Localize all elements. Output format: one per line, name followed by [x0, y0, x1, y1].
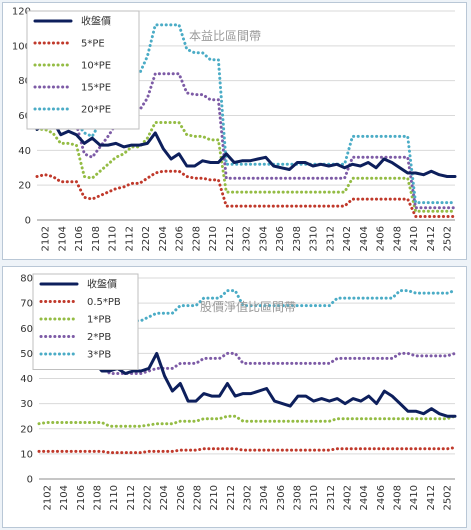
pb-legend-label: 收盤價 [87, 278, 117, 291]
pe-x-tick-label: 2306 [275, 226, 286, 251]
pe-y-tick-label: 0 [25, 216, 31, 227]
pb-x-tick-label: 2112 [126, 485, 137, 510]
pe-x-tick-label: 2404 [359, 226, 370, 251]
pb-x-tick-label: 2204 [159, 485, 170, 510]
pb-x-tick-label: 2110 [109, 485, 120, 510]
pb-x-tick-label: 2312 [326, 485, 337, 510]
pe-series-line-0 [35, 119, 457, 178]
pe-series-line-1 [35, 169, 457, 218]
pb-x-tick-label: 2402 [343, 485, 354, 510]
pe-y-tick-label: 120 [12, 7, 31, 18]
pe-x-tick-label: 2208 [191, 226, 202, 251]
pe-x-tick-label: 2108 [91, 226, 102, 251]
pe-x-tick-label: 2106 [74, 226, 85, 251]
pb-series-line-0 [37, 334, 457, 418]
pe-x-tick-label: 2304 [258, 226, 269, 251]
pe-series-line-3 [35, 72, 457, 210]
pb-x-tick-label: 2104 [59, 485, 70, 510]
pb-x-tick-label: 2208 [193, 485, 204, 510]
pe-x-tick-label: 2502 [443, 226, 454, 251]
pb-x-tick-label: 2410 [409, 485, 420, 510]
pe-y-tick-label: 60 [18, 111, 31, 122]
pb-band-chart: 0 10 20 30 40 50 60 70 80 2102 2104 2106 2108 2110 211… [20, 273, 457, 510]
pe-legend-label: 20*PE [81, 105, 111, 116]
pe-x-tick-label: 2302 [242, 226, 253, 251]
pb-legend-label: 0.5*PB [87, 297, 121, 308]
pe-legend-label: 收盤價 [81, 15, 111, 28]
pe-x-tick-label: 2412 [426, 226, 437, 251]
pb-x-tick-label: 2210 [209, 485, 220, 510]
pb-y-tick-label: 80 [20, 274, 33, 285]
pe-band-chart-panel: 0 20 40 60 80 100 120 2102 2104 2106 2108 2110 2112 2… [2, 2, 467, 260]
pb-y-tick-label: 30 [20, 399, 33, 410]
pb-x-tick-label: 2106 [76, 485, 87, 510]
pe-x-tick-label: 2312 [325, 226, 336, 251]
pe-x-tick-label: 2212 [225, 226, 236, 251]
pb-y-tick-label: 70 [20, 299, 33, 310]
pb-x-tick-label: 2412 [426, 485, 437, 510]
pb-y-tick-label: 40 [20, 374, 33, 385]
pb-series-line-4 [37, 289, 457, 323]
pb-x-tick-label: 2306 [276, 485, 287, 510]
pb-x-tick-label: 2404 [359, 485, 370, 510]
pb-x-tick-label: 2308 [293, 485, 304, 510]
pb-legend-label: 2*PB [87, 332, 111, 343]
pb-x-tick-label: 2310 [309, 485, 320, 510]
pe-legend-label: 5*PE [81, 39, 105, 50]
pe-x-tick-label: 2210 [208, 226, 219, 251]
pe-x-tick-label: 2110 [108, 226, 119, 251]
pb-x-tick-label: 2406 [376, 485, 387, 510]
pb-x-tick-label: 2304 [259, 485, 270, 510]
pb-legend-label: 3*PB [87, 350, 111, 361]
pb-legend-label: 1*PB [87, 315, 111, 326]
pb-x-tick-label: 2108 [93, 485, 104, 510]
pe-overlay-title: 本益比區間帶 [189, 29, 261, 43]
pe-x-tick-label: 2308 [292, 226, 303, 251]
pe-y-tick-label: 40 [18, 146, 31, 157]
pe-y-tick-label: 20 [18, 181, 31, 192]
pe-x-tick-label: 2204 [158, 226, 169, 251]
pe-y-tick-label: 100 [12, 41, 31, 52]
pb-band-chart-panel: 0 10 20 30 40 50 60 70 80 2102 2104 2106 2108 2110 211… [2, 266, 467, 528]
pb-series-line-2 [37, 414, 457, 428]
pe-x-tick-label: 2102 [41, 226, 52, 251]
pb-legend [32, 273, 139, 370]
pb-overlay-title: 股價淨值比區間帶 [200, 299, 296, 314]
pe-x-tick-label: 2104 [57, 226, 68, 251]
pe-x-tick-label: 2406 [376, 226, 387, 251]
pe-x-tick-label: 2310 [309, 226, 320, 251]
pe-x-tick-label: 2402 [342, 226, 353, 251]
pb-x-tick-label: 2502 [443, 485, 454, 510]
pb-x-tick-label: 2302 [243, 485, 254, 510]
pe-legend-label: 15*PE [81, 83, 111, 94]
pb-y-tick-label: 50 [20, 349, 33, 360]
pe-x-tick-label: 2408 [392, 226, 403, 251]
pb-y-tick-label: 60 [20, 324, 33, 335]
pe-band-chart: 0 20 40 60 80 100 120 2102 2104 2106 2108 2110 2112 2… [12, 7, 457, 251]
pb-y-tick-label: 0 [27, 475, 33, 486]
pe-x-tick-label: 2410 [409, 226, 420, 251]
pb-x-tick-label: 2408 [393, 485, 404, 510]
pe-y-tick-label: 80 [18, 76, 31, 87]
pe-series-line-2 [35, 121, 457, 213]
pb-x-tick-label: 2212 [226, 485, 237, 510]
pe-x-tick-label: 2112 [124, 226, 135, 251]
pe-x-tick-label: 2206 [175, 226, 186, 251]
pb-y-tick-label: 10 [20, 449, 33, 460]
pb-x-tick-label: 2202 [143, 485, 154, 510]
pb-y-tick-label: 20 [20, 424, 33, 435]
pe-legend-label: 10*PE [81, 61, 111, 72]
pb-series-line-1 [37, 446, 457, 455]
pe-x-tick-label: 2202 [141, 226, 152, 251]
pb-x-tick-label: 2102 [43, 485, 54, 510]
pb-x-tick-label: 2206 [176, 485, 187, 510]
